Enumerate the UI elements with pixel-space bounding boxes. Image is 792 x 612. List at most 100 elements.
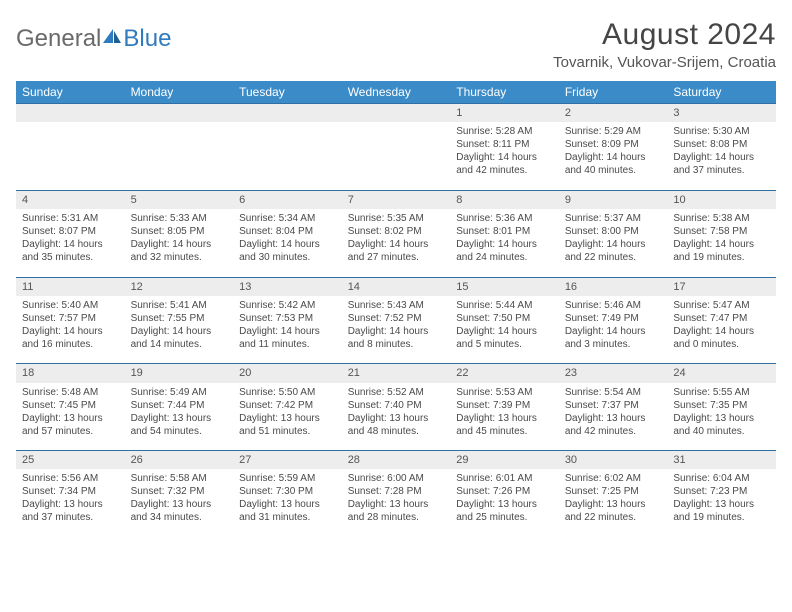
sunrise-text: Sunrise: 5:28 AM <box>456 125 553 138</box>
day-detail-cell: Sunrise: 5:41 AMSunset: 7:55 PMDaylight:… <box>125 296 234 364</box>
sunrise-text: Sunrise: 5:56 AM <box>22 472 119 485</box>
day-detail-cell: Sunrise: 5:56 AMSunset: 7:34 PMDaylight:… <box>16 469 125 537</box>
day-number-cell: 13 <box>233 277 342 296</box>
day-number-row: 123 <box>16 104 776 123</box>
sunset-text: Sunset: 7:49 PM <box>565 312 662 325</box>
day-header: Sunday <box>16 81 125 104</box>
day-detail-cell: Sunrise: 5:53 AMSunset: 7:39 PMDaylight:… <box>450 383 559 451</box>
sunset-text: Sunset: 8:00 PM <box>565 225 662 238</box>
sunset-text: Sunset: 7:32 PM <box>131 485 228 498</box>
day-number-cell <box>16 104 125 123</box>
day-number-cell: 23 <box>559 364 668 383</box>
day-detail-cell: Sunrise: 5:47 AMSunset: 7:47 PMDaylight:… <box>667 296 776 364</box>
day-number-cell: 18 <box>16 364 125 383</box>
day-number-cell: 24 <box>667 364 776 383</box>
day-detail-cell: Sunrise: 5:50 AMSunset: 7:42 PMDaylight:… <box>233 383 342 451</box>
day-detail-row: Sunrise: 5:56 AMSunset: 7:34 PMDaylight:… <box>16 469 776 537</box>
sunrise-text: Sunrise: 6:00 AM <box>348 472 445 485</box>
sunset-text: Sunset: 7:35 PM <box>673 399 770 412</box>
day-detail-cell: Sunrise: 5:48 AMSunset: 7:45 PMDaylight:… <box>16 383 125 451</box>
daylight-text: Daylight: 13 hours and 22 minutes. <box>565 498 662 524</box>
sunrise-text: Sunrise: 5:33 AM <box>131 212 228 225</box>
calendar-body: 123Sunrise: 5:28 AMSunset: 8:11 PMDaylig… <box>16 104 776 538</box>
day-detail-cell: Sunrise: 5:36 AMSunset: 8:01 PMDaylight:… <box>450 209 559 277</box>
sunset-text: Sunset: 7:55 PM <box>131 312 228 325</box>
day-detail-cell: Sunrise: 5:49 AMSunset: 7:44 PMDaylight:… <box>125 383 234 451</box>
sunrise-text: Sunrise: 5:55 AM <box>673 386 770 399</box>
day-detail-cell: Sunrise: 5:52 AMSunset: 7:40 PMDaylight:… <box>342 383 451 451</box>
day-number-cell: 19 <box>125 364 234 383</box>
daylight-text: Daylight: 13 hours and 54 minutes. <box>131 412 228 438</box>
daylight-text: Daylight: 14 hours and 42 minutes. <box>456 151 553 177</box>
sunrise-text: Sunrise: 5:40 AM <box>22 299 119 312</box>
sunrise-text: Sunrise: 5:52 AM <box>348 386 445 399</box>
sunset-text: Sunset: 8:01 PM <box>456 225 553 238</box>
day-number-cell <box>342 104 451 123</box>
day-number-cell: 3 <box>667 104 776 123</box>
day-detail-cell: Sunrise: 5:34 AMSunset: 8:04 PMDaylight:… <box>233 209 342 277</box>
title-block: August 2024 Tovarnik, Vukovar-Srijem, Cr… <box>553 18 776 71</box>
sunrise-text: Sunrise: 5:29 AM <box>565 125 662 138</box>
daylight-text: Daylight: 14 hours and 35 minutes. <box>22 238 119 264</box>
sunrise-text: Sunrise: 5:47 AM <box>673 299 770 312</box>
day-number-cell: 8 <box>450 190 559 209</box>
sunset-text: Sunset: 7:47 PM <box>673 312 770 325</box>
day-detail-cell: Sunrise: 5:58 AMSunset: 7:32 PMDaylight:… <box>125 469 234 537</box>
daylight-text: Daylight: 14 hours and 22 minutes. <box>565 238 662 264</box>
brand-part1: General <box>16 25 101 53</box>
calendar-header-row: SundayMondayTuesdayWednesdayThursdayFrid… <box>16 81 776 104</box>
day-detail-cell <box>342 122 451 190</box>
sunset-text: Sunset: 7:28 PM <box>348 485 445 498</box>
day-number-cell: 12 <box>125 277 234 296</box>
day-detail-cell: Sunrise: 6:00 AMSunset: 7:28 PMDaylight:… <box>342 469 451 537</box>
daylight-text: Daylight: 13 hours and 37 minutes. <box>22 498 119 524</box>
day-header: Wednesday <box>342 81 451 104</box>
sunset-text: Sunset: 8:07 PM <box>22 225 119 238</box>
daylight-text: Daylight: 14 hours and 40 minutes. <box>565 151 662 177</box>
daylight-text: Daylight: 14 hours and 24 minutes. <box>456 238 553 264</box>
daylight-text: Daylight: 14 hours and 8 minutes. <box>348 325 445 351</box>
sunrise-text: Sunrise: 5:34 AM <box>239 212 336 225</box>
day-detail-cell: Sunrise: 5:37 AMSunset: 8:00 PMDaylight:… <box>559 209 668 277</box>
sunset-text: Sunset: 7:52 PM <box>348 312 445 325</box>
sunset-text: Sunset: 8:09 PM <box>565 138 662 151</box>
sunrise-text: Sunrise: 6:02 AM <box>565 472 662 485</box>
daylight-text: Daylight: 13 hours and 57 minutes. <box>22 412 119 438</box>
sunset-text: Sunset: 7:25 PM <box>565 485 662 498</box>
day-number-cell: 22 <box>450 364 559 383</box>
daylight-text: Daylight: 14 hours and 32 minutes. <box>131 238 228 264</box>
day-detail-cell: Sunrise: 5:35 AMSunset: 8:02 PMDaylight:… <box>342 209 451 277</box>
daylight-text: Daylight: 14 hours and 37 minutes. <box>673 151 770 177</box>
sunset-text: Sunset: 7:39 PM <box>456 399 553 412</box>
day-detail-cell: Sunrise: 5:29 AMSunset: 8:09 PMDaylight:… <box>559 122 668 190</box>
sunrise-text: Sunrise: 5:37 AM <box>565 212 662 225</box>
day-header: Friday <box>559 81 668 104</box>
sunset-text: Sunset: 7:50 PM <box>456 312 553 325</box>
sunset-text: Sunset: 7:23 PM <box>673 485 770 498</box>
daylight-text: Daylight: 13 hours and 28 minutes. <box>348 498 445 524</box>
day-header: Monday <box>125 81 234 104</box>
day-number-cell: 4 <box>16 190 125 209</box>
sunset-text: Sunset: 7:53 PM <box>239 312 336 325</box>
daylight-text: Daylight: 14 hours and 27 minutes. <box>348 238 445 264</box>
day-number-cell: 29 <box>450 451 559 470</box>
day-number-row: 25262728293031 <box>16 451 776 470</box>
sunrise-text: Sunrise: 5:30 AM <box>673 125 770 138</box>
sunrise-text: Sunrise: 5:42 AM <box>239 299 336 312</box>
sunset-text: Sunset: 7:40 PM <box>348 399 445 412</box>
day-number-cell: 25 <box>16 451 125 470</box>
day-number-cell: 2 <box>559 104 668 123</box>
sunrise-text: Sunrise: 5:36 AM <box>456 212 553 225</box>
day-detail-cell: Sunrise: 5:46 AMSunset: 7:49 PMDaylight:… <box>559 296 668 364</box>
sunrise-text: Sunrise: 5:41 AM <box>131 299 228 312</box>
day-number-cell: 14 <box>342 277 451 296</box>
day-number-cell: 10 <box>667 190 776 209</box>
sunrise-text: Sunrise: 5:50 AM <box>239 386 336 399</box>
day-detail-row: Sunrise: 5:31 AMSunset: 8:07 PMDaylight:… <box>16 209 776 277</box>
sunrise-text: Sunrise: 5:38 AM <box>673 212 770 225</box>
daylight-text: Daylight: 13 hours and 45 minutes. <box>456 412 553 438</box>
day-detail-cell: Sunrise: 6:01 AMSunset: 7:26 PMDaylight:… <box>450 469 559 537</box>
daylight-text: Daylight: 14 hours and 19 minutes. <box>673 238 770 264</box>
day-number-cell: 21 <box>342 364 451 383</box>
daylight-text: Daylight: 14 hours and 30 minutes. <box>239 238 336 264</box>
